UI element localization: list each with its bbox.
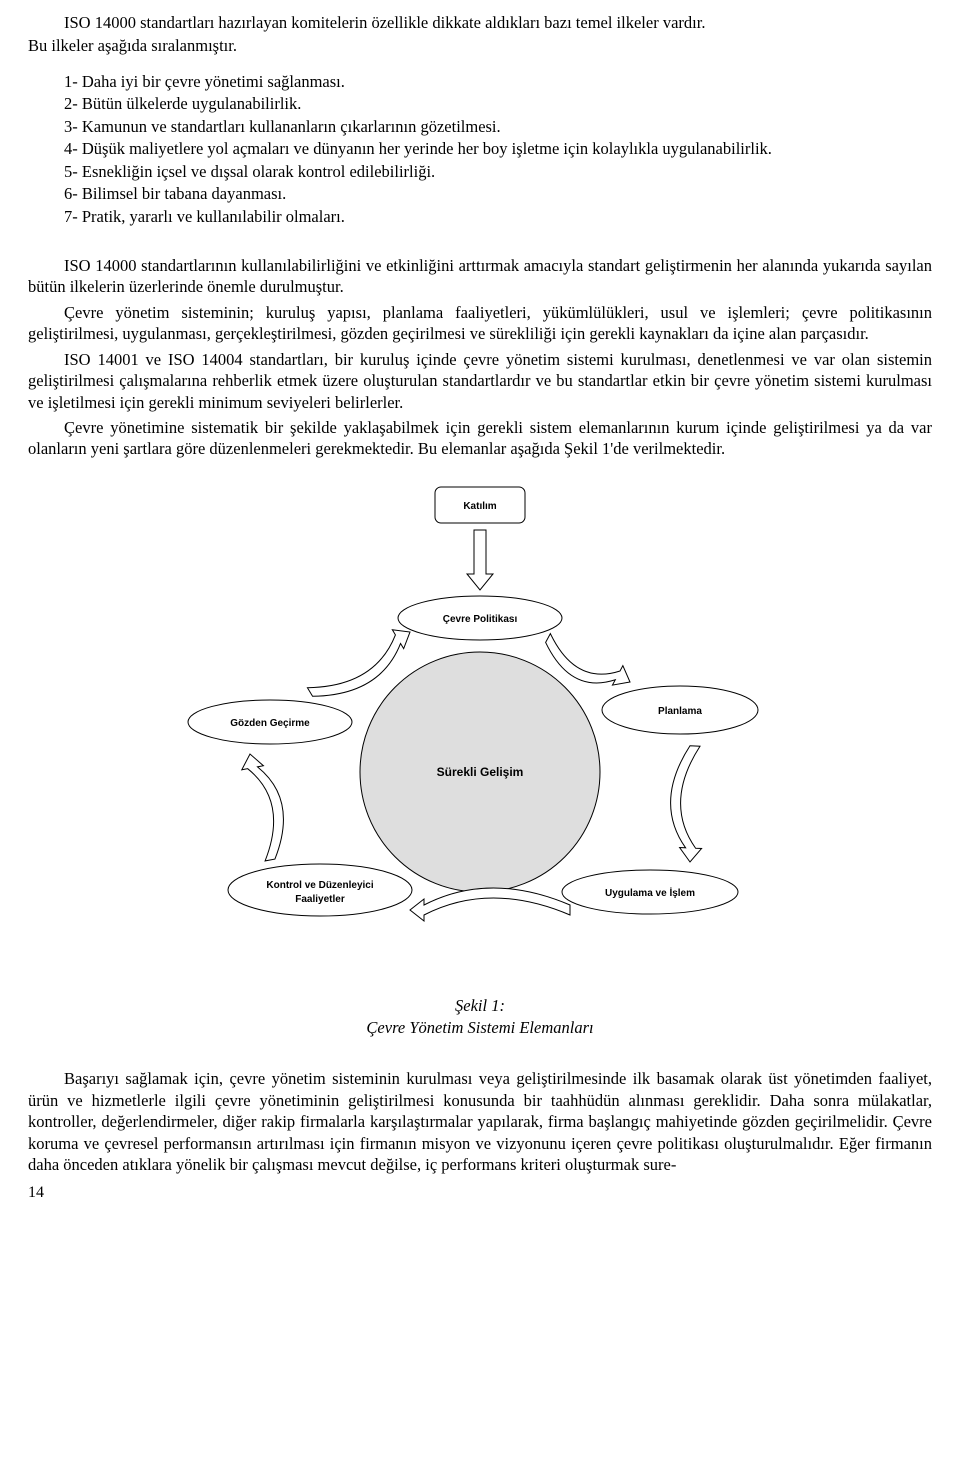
figure-caption: Şekil 1: Çevre Yönetim Sistemi Elemanlar…: [28, 995, 932, 1038]
svg-text:Uygulama ve İşlem: Uygulama ve İşlem: [605, 886, 695, 899]
body-paragraph-2: Çevre yönetim sisteminin; kuruluş yapısı…: [28, 302, 932, 345]
body-paragraph-1: ISO 14000 standartlarının kullanılabilir…: [28, 255, 932, 298]
body-paragraph-4: Çevre yönetimine sistematik bir şekilde …: [28, 417, 932, 460]
svg-text:Planlama: Planlama: [658, 706, 702, 717]
intro-line-2: Bu ilkeler aşağıda sıralanmıştır.: [28, 35, 932, 56]
caption-line-1: Şekil 1:: [28, 995, 932, 1016]
list-item: 4- Düşük maliyetlere yol açmaları ve dün…: [64, 138, 932, 159]
list-item: 5- Esnekliğin içsel ve dışsal olarak kon…: [64, 161, 932, 182]
svg-text:Çevre Politikası: Çevre Politikası: [443, 614, 518, 625]
closing-paragraph: Başarıyı sağlamak için, çevre yönetim si…: [28, 1068, 932, 1175]
list-item: 3- Kamunun ve standartları kullananların…: [64, 116, 932, 137]
svg-text:Katılım: Katılım: [463, 501, 496, 512]
body-paragraph-3: ISO 14001 ve ISO 14004 standartları, bir…: [28, 349, 932, 413]
svg-text:Sürekli Gelişim: Sürekli Gelişim: [437, 765, 524, 779]
list-item: 6- Bilimsel bir tabana dayanması.: [64, 183, 932, 204]
list-item: 1- Daha iyi bir çevre yönetimi sağlanmas…: [64, 71, 932, 92]
principles-list: 1- Daha iyi bir çevre yönetimi sağlanmas…: [64, 71, 932, 227]
list-item: 7- Pratik, yararlı ve kullanılabilir olm…: [64, 206, 932, 227]
svg-text:Kontrol ve Düzenleyici: Kontrol ve Düzenleyici: [266, 880, 373, 891]
list-item: 2- Bütün ülkelerde uygulanabilirlik.: [64, 93, 932, 114]
cycle-diagram: Sürekli Gelişim Katılım Çevre Politikası Pl…: [160, 482, 800, 987]
page-number: 14: [28, 1183, 932, 1204]
intro-line-1: ISO 14000 standartları hazırlayan komite…: [28, 12, 932, 33]
svg-text:Gözden Geçirme: Gözden Geçirme: [230, 718, 310, 729]
svg-text:Faaliyetler: Faaliyetler: [295, 894, 345, 905]
caption-line-2: Çevre Yönetim Sistemi Elemanları: [28, 1017, 932, 1038]
